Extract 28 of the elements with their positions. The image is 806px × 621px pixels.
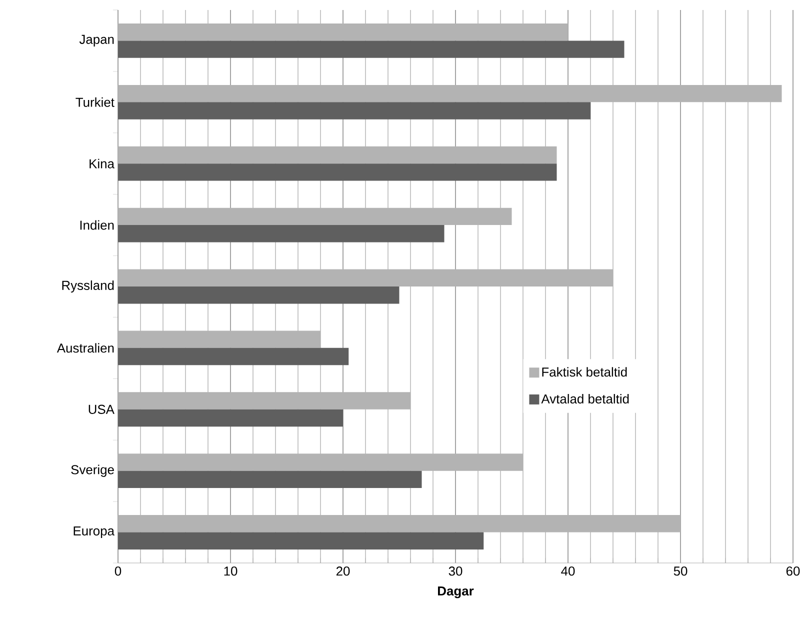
x-tick-label: 60 (786, 566, 800, 576)
legend-label: Avtalad betaltid (541, 394, 629, 404)
x-axis-title: Dagar (438, 586, 474, 598)
bar (118, 40, 624, 58)
y-tick-label: Australien (56, 343, 114, 353)
y-tick-label: Sverige (71, 464, 114, 477)
y-tick-label: Kina (90, 158, 114, 168)
x-tick-label: 20 (336, 566, 350, 576)
x-tick-label: 50 (674, 566, 688, 576)
x-tick-label: 0 (114, 566, 122, 576)
bar (118, 409, 344, 427)
x-tick-label: 10 (224, 566, 238, 576)
bar (118, 164, 557, 181)
y-tick-label: Indien (80, 220, 114, 230)
y-tick-label: Ryssland (62, 280, 114, 293)
bar (118, 225, 444, 242)
legend-label: Faktisk betaltid (542, 367, 627, 377)
y-tick-label: USA (88, 404, 114, 414)
bar (118, 102, 591, 120)
y-tick-label: Turkiet (76, 97, 114, 107)
y-tick-label: Japan (79, 34, 114, 47)
x-tick-label: 30 (448, 566, 462, 576)
y-tick-label: Europa (74, 526, 114, 538)
x-tick-label: 40 (561, 566, 575, 576)
bar (118, 470, 422, 488)
bar (118, 532, 484, 550)
bar (118, 348, 349, 366)
bar (118, 286, 400, 304)
